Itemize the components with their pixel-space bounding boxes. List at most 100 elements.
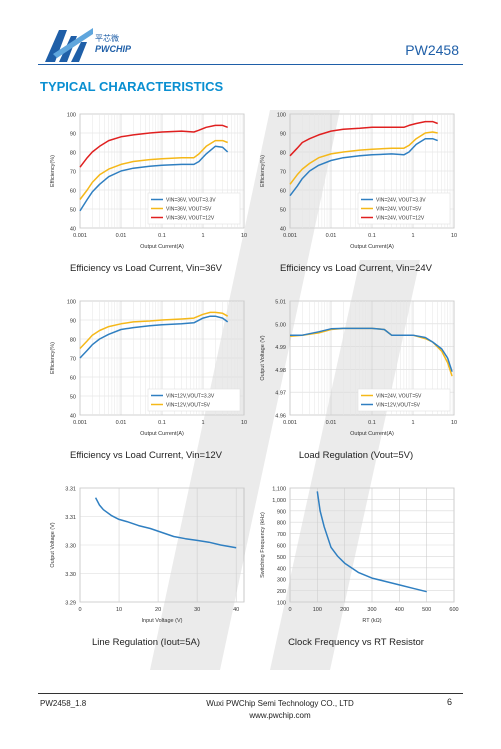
x-tick-label: 10: [116, 607, 122, 613]
x-tick-label: 0.1: [158, 420, 166, 426]
x-tick-label: 0: [288, 607, 291, 613]
header-divider: [38, 64, 463, 65]
x-tick-label: 0.01: [326, 420, 337, 426]
footer-page-number: 6: [447, 697, 453, 707]
series-line-2: [290, 327, 453, 372]
x-tick-label: 20: [155, 607, 161, 613]
footer-website[interactable]: www.pwchip.com: [249, 711, 311, 720]
x-tick-label: 1: [411, 233, 414, 239]
caption-chart-3: Efficiency vs Load Current, Vin=12V: [70, 450, 222, 461]
series-line-2: [79, 311, 229, 350]
y-axis-label: Efficiency(%): [50, 155, 56, 187]
y-tick-label: 80: [70, 151, 76, 157]
legend-label: VIN=12V,VOUT=5V: [166, 403, 211, 409]
legend-label: VIN=24V, VOUT=3.3V: [376, 198, 426, 204]
x-tick-label: 400: [395, 607, 404, 613]
y-tick-label: 90: [70, 319, 76, 325]
legend-label: VIN=12V,VOUT=5V: [376, 403, 421, 409]
x-tick-label: 10: [451, 420, 457, 426]
y-tick-label: 3.31: [65, 487, 76, 493]
x-tick-label: 1: [411, 420, 414, 426]
legend-label: VIN=36V, VOUT=12V: [166, 216, 215, 222]
x-axis-label: Output Current(A): [140, 244, 184, 250]
x-tick-label: 1: [201, 233, 204, 239]
x-tick-label: 0.001: [73, 420, 87, 426]
x-tick-label: 600: [449, 607, 458, 613]
legend-label: VIN=36V, VOUT=5V: [166, 207, 212, 213]
y-tick-label: 300: [277, 578, 286, 584]
y-tick-label: 3.31: [65, 515, 76, 521]
y-tick-label: 700: [277, 532, 286, 538]
y-tick-label: 100: [277, 601, 286, 607]
legend-box: [147, 388, 241, 412]
x-tick-label: 100: [313, 607, 322, 613]
y-axis-label: Output Voltage (V): [50, 522, 56, 567]
footer-divider: [38, 693, 463, 694]
y-tick-label: 60: [70, 376, 76, 382]
x-tick-label: 10: [241, 233, 247, 239]
series-line-1: [289, 327, 453, 377]
footer-company-name: Wuxi PWChip Semi Technology CO., LTD: [206, 699, 354, 708]
legend-box: [357, 388, 451, 412]
x-tick-label: 0.001: [283, 420, 297, 426]
y-tick-label: 900: [277, 509, 286, 515]
x-tick-label: 0.1: [368, 233, 376, 239]
legend-label: VIN=24V, VOUT=5V: [376, 207, 422, 213]
y-tick-label: 50: [70, 208, 76, 214]
caption-chart-5: Line Regulation (Iout=5A): [91, 637, 200, 648]
x-tick-label: 10: [241, 420, 247, 426]
y-tick-label: 5.00: [275, 322, 286, 328]
y-axis-label: Efficiency(%): [50, 342, 56, 374]
y-tick-label: 40: [70, 227, 76, 233]
x-axis-label: RT (kΩ): [362, 618, 381, 624]
chart-efficiency-vin12v: 40 50 60 70 80 90 100 0.001 0.01 0.1 1 10 Output Cur…: [36, 291, 256, 451]
footer-company: Wuxi PWChip Semi Technology CO., LTD www…: [170, 699, 390, 720]
legend-label: VIN=12V,VOUT=3.3V: [166, 394, 215, 400]
series-line-1: [316, 491, 427, 593]
y-tick-label: 40: [70, 414, 76, 420]
y-tick-label: 400: [277, 566, 286, 572]
part-number: PW2458: [405, 42, 459, 58]
y-tick-label: 3.30: [65, 544, 76, 550]
y-tick-label: 80: [280, 151, 286, 157]
caption-chart-1: Efficiency vs Load Current, Vin=36V: [70, 263, 222, 274]
x-tick-label: 0.001: [73, 233, 87, 239]
series-line-3: [79, 124, 228, 168]
series-line-1: [94, 497, 237, 549]
y-tick-label: 1,000: [272, 498, 286, 504]
y-tick-label: 200: [277, 589, 286, 595]
legend-label: VIN=36V, VOUT=3.3V: [166, 198, 216, 204]
y-tick-label: 40: [280, 227, 286, 233]
legend-label: VIN=24V, VOUT=12V: [376, 216, 425, 222]
y-tick-label: 500: [277, 555, 286, 561]
x-tick-label: 300: [367, 607, 376, 613]
x-tick-label: 0.01: [116, 233, 127, 239]
x-tick-label: 10: [451, 233, 457, 239]
chart-efficiency-vin24v-svg: 40 50 60 70 80 90 100 0.001 0.01 0.1 1 10 Output Cur…: [260, 113, 457, 251]
y-axis-label: Output Voltage (V): [260, 335, 266, 380]
chart-clock-frequency: 100 200 300 400 500 600 700 800 900 1,000 1,100 0 10…: [246, 478, 466, 638]
chart-efficiency-vin12v-svg: 40 50 60 70 80 90 100 0.001 0.01 0.1 1 10 Output Cur…: [50, 300, 247, 438]
y-tick-label: 100: [67, 113, 76, 119]
x-tick-label: 0.01: [116, 420, 127, 426]
legend-label: VIN=24V, VOUT=5V: [376, 394, 422, 400]
y-tick-label: 1,100: [272, 487, 286, 493]
x-axis-label: Output Current(A): [140, 431, 184, 437]
y-tick-label: 90: [70, 132, 76, 138]
y-tick-label: 70: [70, 170, 76, 176]
y-tick-label: 4.96: [275, 414, 286, 420]
x-tick-label: 40: [233, 607, 239, 613]
y-tick-label: 3.29: [65, 601, 76, 607]
y-axis-label: Efficiency(%): [260, 155, 266, 187]
chart-load-regulation-svg: 4.96 4.97 4.98 4.99 5.00 5.01 0.001 0.01 0.1 1 10 O…: [260, 300, 457, 438]
y-tick-label: 70: [280, 170, 286, 176]
pwchip-logo: [45, 28, 93, 62]
chart-efficiency-vin36v: 40 50 60 70 80 90 100 0.001 0.01 0.1 1 10 Output Cur…: [36, 104, 256, 264]
legend-box: [357, 192, 451, 225]
x-tick-label: 0.001: [283, 233, 297, 239]
logo-english-text: PWCHIP: [95, 44, 131, 54]
y-tick-label: 50: [280, 208, 286, 214]
x-tick-label: 0.01: [326, 233, 337, 239]
y-tick-label: 80: [70, 338, 76, 344]
